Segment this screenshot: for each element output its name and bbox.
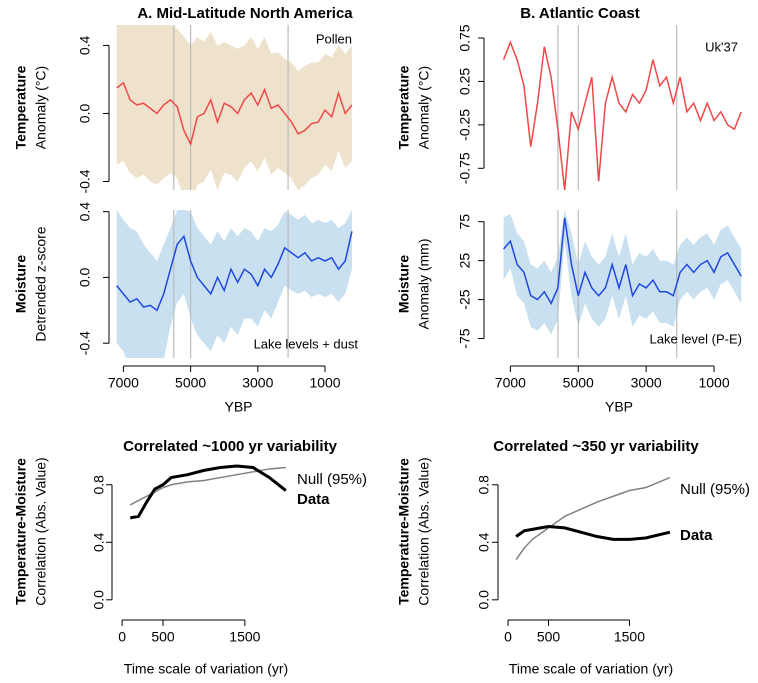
x-axis-label: YBP [224, 399, 252, 415]
x-tick-label: 1000 [309, 375, 340, 391]
y-axis-label-bold: Temperature-Moisture [396, 458, 412, 605]
x-tick-label: 0 [504, 629, 512, 645]
y-axis-label: Correlation (Abs. Value) [416, 457, 432, 605]
y-axis-label-bold: Temperature [13, 65, 29, 149]
series-label: Data [680, 527, 713, 544]
y-tick-label: -0.25 [457, 109, 473, 141]
series-label: Data [297, 491, 330, 508]
y-axis-label-bold: Moisture [396, 255, 412, 314]
y-tick-label: 75 [457, 214, 473, 230]
y-tick-label: 0.0 [91, 590, 107, 610]
y-tick-label: 0.25 [457, 68, 473, 95]
series-line [503, 217, 742, 306]
x-tick-label: 3000 [242, 375, 273, 391]
x-axis-label: Time scale of variation (yr) [124, 661, 288, 677]
x-tick-label: 0 [118, 629, 126, 645]
x-tick-label: 500 [151, 629, 175, 645]
series-line [502, 40, 742, 190]
uncertainty-band [116, 25, 352, 190]
y-axis-label-bold: Temperature [396, 65, 412, 149]
uncertainty-band [503, 210, 742, 335]
chart-title: A. Mid-Latitude North America [137, 5, 353, 22]
x-tick-label: 1000 [698, 375, 729, 391]
series-line [116, 231, 353, 312]
chart-title: Correlated ~350 yr variability [493, 438, 699, 455]
uncertainty-band [116, 210, 352, 358]
y-tick-label: 0.8 [91, 475, 107, 495]
series-label: Uk'37 [705, 39, 738, 54]
y-tick-label: -75 [457, 328, 473, 348]
series-label: Lake level (P-E) [650, 331, 742, 346]
x-tick-label: 7000 [495, 375, 526, 391]
y-tick-label: 0.0 [77, 267, 93, 287]
x-tick-label: 1500 [614, 629, 645, 645]
chart-title: Correlated ~1000 yr variability [123, 438, 338, 455]
y-axis-label: Anomaly (mm) [416, 238, 432, 329]
y-axis-label-bold: Moisture [13, 255, 29, 314]
series-line [116, 81, 353, 147]
y-tick-label: 0.75 [457, 24, 473, 51]
y-tick-label: -0.75 [457, 152, 473, 184]
y-tick-label: -25 [457, 289, 473, 309]
y-axis-label: Correlation (Abs. Value) [33, 457, 49, 605]
chart-title: B. Atlantic Coast [520, 5, 639, 22]
series-label: Lake levels + dust [254, 336, 359, 351]
x-tick-label: 3000 [631, 375, 662, 391]
y-tick-label: 0.4 [91, 532, 107, 552]
x-tick-label: 5000 [563, 375, 594, 391]
series-label: Null (95%) [297, 471, 367, 488]
x-axis-label: Time scale of variation (yr) [509, 661, 673, 677]
y-tick-label: 0.4 [77, 35, 93, 55]
y-tick-label: 25 [457, 253, 473, 269]
series-label: Pollen [316, 31, 352, 46]
x-tick-label: 500 [537, 629, 561, 645]
x-axis-label: YBP [605, 399, 633, 415]
y-axis-label: Anomaly (°C) [416, 66, 432, 149]
y-axis-label-bold: Temperature-Moisture [13, 458, 29, 605]
x-tick-label: 5000 [175, 375, 206, 391]
y-axis-label: Anomaly (°C) [33, 66, 49, 149]
y-tick-label: 0.0 [77, 104, 93, 124]
series-line [130, 464, 287, 520]
y-tick-label: 0.8 [476, 475, 492, 495]
y-tick-label: -0.4 [77, 331, 93, 355]
series-line [129, 466, 286, 506]
y-tick-label: 0.4 [476, 532, 492, 552]
y-tick-label: -0.4 [77, 169, 93, 193]
x-tick-label: 1500 [229, 629, 260, 645]
y-tick-label: 0.0 [476, 590, 492, 610]
series-line [515, 524, 671, 541]
series-label: Null (95%) [680, 481, 750, 498]
series-line [515, 476, 671, 560]
y-tick-label: 0.4 [77, 202, 93, 222]
x-tick-label: 7000 [108, 375, 139, 391]
y-axis-label: Detrended z-score [33, 226, 49, 341]
